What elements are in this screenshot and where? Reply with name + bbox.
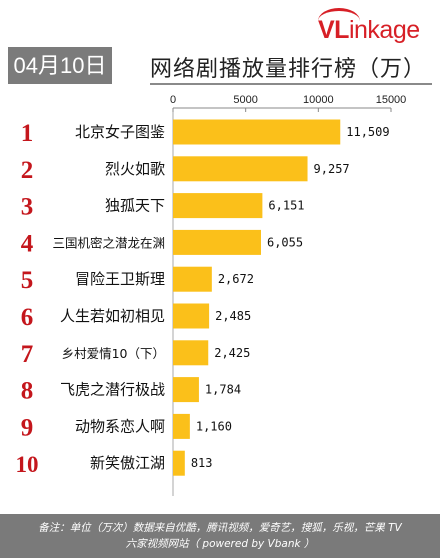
rank-number: 9 (21, 414, 34, 441)
rank-number: 5 (21, 267, 34, 294)
x-tick-label: 5000 (233, 94, 257, 106)
bar (173, 413, 190, 439)
category-label: 北京女子图鉴 (75, 123, 165, 141)
value-label: 2,425 (214, 346, 250, 360)
category-label: 乡村爱情10（下） (62, 346, 165, 361)
value-label: 1,784 (205, 383, 241, 397)
category-label: 新笑傲江湖 (90, 454, 165, 472)
bar (173, 266, 212, 292)
logo-arc (318, 8, 360, 21)
footer-line-1: 备注：单位（万次）数据来自优酷，腾讯视频，爱奇艺，搜狐，乐视，芒果 TV (38, 522, 402, 534)
x-tick-label: 15000 (376, 94, 407, 106)
value-label: 6,151 (268, 199, 304, 213)
footer-note: 备注：单位（万次）数据来自优酷，腾讯视频，爱奇艺，搜狐，乐视，芒果 TV 六家视… (0, 514, 440, 558)
rank-number: 4 (21, 230, 34, 257)
value-label: 2,485 (215, 309, 251, 323)
category-label: 烈火如歌 (105, 160, 165, 178)
rank-number: 8 (21, 378, 34, 405)
rank-number: 1 (21, 120, 34, 147)
bar (173, 229, 261, 255)
category-label: 飞虎之潜行极战 (60, 381, 165, 399)
value-label: 11,509 (346, 125, 389, 139)
chart-title: 网络剧播放量排行榜（万） (150, 57, 427, 82)
title-underline (150, 83, 432, 85)
date-badge: 04月10日 (8, 47, 112, 84)
logo-text: VLinkage (318, 16, 420, 45)
value-label: 2,672 (218, 272, 254, 286)
value-label: 9,257 (314, 162, 350, 176)
rank-number: 3 (21, 194, 34, 221)
x-tick-label: 0 (170, 94, 176, 106)
rank-number: 7 (21, 341, 34, 368)
bar (173, 303, 210, 329)
bar (173, 340, 209, 366)
rank-number: 10 (16, 452, 39, 477)
category-label: 人生若如初相见 (60, 307, 165, 325)
category-label: 动物系恋人啊 (75, 417, 165, 435)
logo-text-bold: VL (318, 16, 349, 44)
category-label: 三国机密之潜龙在渊 (52, 235, 165, 250)
rank-number: 2 (21, 157, 34, 184)
vlinkage-logo: VLinkage (318, 8, 436, 52)
bar (173, 193, 263, 219)
category-label: 独孤天下 (105, 197, 165, 215)
x-tick-label: 10000 (303, 94, 334, 106)
value-label: 1,160 (196, 419, 232, 433)
bar (173, 156, 308, 182)
footer-line-2: 六家视频网站（ powered by Vbank ） (125, 538, 315, 550)
rank-number: 6 (21, 304, 34, 331)
bar-chart: 0 5000 10000 15000 1 北京女子图鉴 11,509 2 烈火如歌 9,257 3 独… (16, 94, 407, 496)
logo-text-rest: inkage (348, 16, 420, 44)
category-label: 冒险王卫斯理 (75, 270, 165, 288)
bar (173, 119, 341, 145)
bar (173, 377, 199, 403)
bar (173, 450, 185, 476)
value-label: 6,055 (267, 235, 303, 249)
value-label: 813 (191, 456, 213, 470)
